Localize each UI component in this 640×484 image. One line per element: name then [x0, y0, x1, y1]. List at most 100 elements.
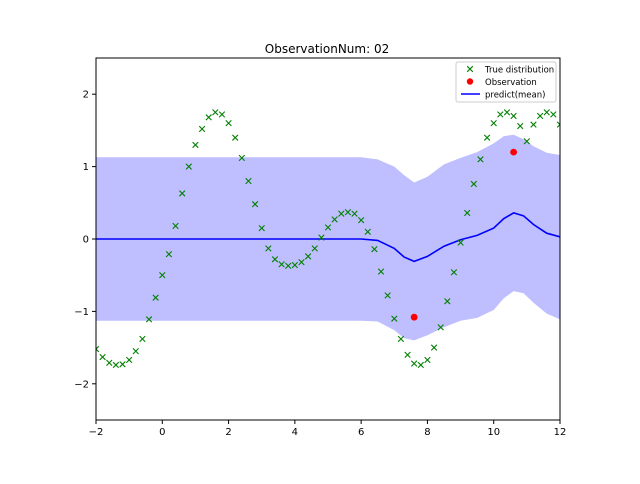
true-distribution-point: [318, 234, 325, 241]
true-distribution-point: [397, 335, 405, 343]
x-tick-label: 4: [292, 427, 298, 438]
observation-point: [410, 313, 418, 321]
true-distribution-point: [384, 292, 391, 299]
true-distribution-point: [132, 348, 139, 355]
true-distribution-point: [278, 261, 285, 268]
y-tick-label: 2: [83, 90, 89, 101]
true-distribution-point: [477, 156, 484, 163]
true-distribution-point: [298, 258, 305, 266]
true-distribution-point: [450, 269, 458, 276]
legend: True distribution Observation predict(mean…: [455, 61, 557, 103]
true-distribution-point: [271, 256, 279, 263]
true-distribution-point: [543, 109, 550, 116]
true-distribution-point: [490, 119, 497, 127]
plot-clipped-group: [96, 109, 560, 369]
y-tick-label: 0: [83, 235, 89, 246]
x-tick-label: 12: [554, 427, 567, 438]
confidence-band: [96, 134, 560, 341]
true-distribution-point: [205, 114, 212, 121]
true-distribution-point: [291, 261, 299, 269]
true-distribution-point: [198, 125, 206, 133]
true-distribution-point: [99, 353, 106, 361]
true-distribution-point: [338, 210, 345, 217]
true-distribution-point: [517, 122, 524, 130]
true-distribution-point: [96, 345, 100, 353]
true-distribution-point: [245, 177, 252, 185]
legend-box: [455, 61, 557, 103]
y-tick-label: 1: [83, 162, 89, 173]
true-distribution-point: [497, 111, 504, 118]
y-tick-label: −1: [74, 307, 89, 318]
true-distribution-point: [192, 141, 199, 149]
true-distribution-point: [232, 134, 239, 141]
true-distribution-point: [377, 268, 385, 275]
x-tick-label: 6: [358, 427, 364, 438]
x-tick-label: 0: [159, 427, 165, 438]
x-tick-label: 8: [424, 427, 430, 438]
true-distribution-point: [172, 222, 179, 230]
true-distribution-point: [444, 298, 451, 305]
true-distribution-point: [139, 335, 146, 343]
true-distribution-point: [285, 262, 292, 269]
x-tick-label: −2: [89, 427, 104, 438]
true-distribution-point: [152, 294, 159, 301]
true-distribution-point: [483, 134, 491, 141]
true-distribution-point: [556, 121, 560, 128]
true-distribution-point: [357, 216, 365, 224]
predict-mean-line: [96, 212, 560, 263]
true-distribution-point: [258, 224, 265, 232]
true-distribution-point: [112, 361, 120, 369]
true-distribution-point: [159, 272, 166, 279]
true-distribution-point: [324, 224, 332, 231]
true-distribution-point: [530, 121, 537, 128]
true-distribution-point: [178, 190, 186, 197]
true-distribution-point: [371, 245, 378, 253]
true-distribution-point: [351, 210, 358, 217]
x-tick-label: 10: [487, 427, 500, 438]
true-distribution-point: [212, 109, 219, 116]
true-distribution-point: [424, 356, 431, 364]
legend-marker-x: [466, 65, 474, 73]
true-distribution-point: [251, 201, 259, 208]
true-distribution-point: [550, 111, 557, 118]
true-distribution-point: [106, 359, 113, 366]
true-distribution-point: [344, 209, 352, 216]
true-distribution-point: [437, 324, 444, 331]
legend-label: Observation: [485, 78, 537, 88]
true-distribution-point: [119, 361, 126, 368]
x-tick-label: 2: [225, 427, 231, 438]
true-distribution-point: [391, 315, 398, 322]
true-distribution-point: [304, 253, 312, 260]
true-distribution-point: [185, 163, 192, 170]
legend-label: True distribution: [484, 65, 554, 75]
true-distribution-point: [364, 228, 371, 235]
true-distribution-point: [417, 361, 424, 369]
true-distribution-point: [145, 316, 153, 323]
true-distribution-point: [238, 154, 246, 162]
true-distribution-point: [404, 351, 411, 359]
true-distribution-point: [536, 112, 544, 120]
true-distribution-point: [218, 111, 226, 118]
true-distribution-point: [225, 119, 232, 127]
true-distribution-point: [523, 138, 531, 145]
true-distribution-point: [510, 112, 517, 120]
true-distribution-point: [125, 356, 133, 364]
true-distribution-point: [503, 109, 511, 116]
true-distribution-point: [331, 216, 338, 223]
legend-marker-dot: [466, 78, 474, 85]
y-tick-label: −2: [74, 379, 89, 390]
true-distribution-point: [165, 251, 173, 258]
true-distribution-point: [410, 360, 418, 367]
observation-point: [510, 148, 517, 156]
true-distribution-point: [430, 344, 438, 351]
true-distribution-point: [464, 209, 471, 217]
chart-title: ObservationNum: 02: [265, 42, 389, 56]
true-distribution-point: [311, 245, 318, 252]
legend-label: predict(mean): [485, 90, 545, 100]
true-distribution-point: [457, 239, 464, 246]
true-distribution-point: [470, 180, 478, 188]
true-distribution-point: [265, 245, 272, 252]
